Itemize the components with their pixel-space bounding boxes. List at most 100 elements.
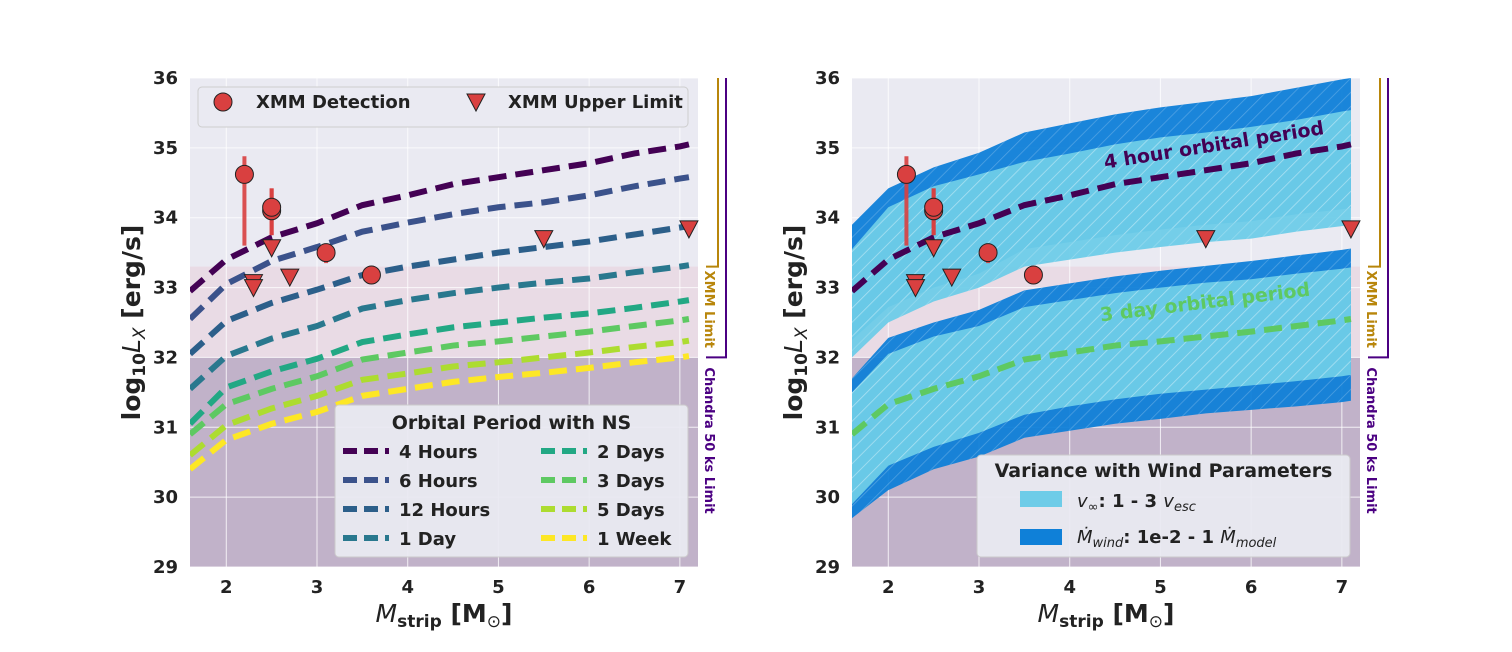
detection-marker bbox=[361, 265, 381, 285]
y-tick-label: 36 bbox=[815, 68, 840, 89]
y-tick-label: 30 bbox=[815, 487, 840, 508]
x-tick-label: 6 bbox=[583, 577, 596, 598]
limit-brackets: XMM Limit Chandra 50 ks Limit XMM Limit Cha… bbox=[701, 78, 1389, 514]
x-tick-label: 2 bbox=[882, 577, 895, 598]
y-tick-label: 32 bbox=[153, 347, 178, 368]
markers bbox=[896, 156, 1361, 298]
series-line bbox=[190, 141, 690, 294]
marker-legend: XMM Detection XMM Upper Limit bbox=[197, 86, 689, 128]
legend-mdot-swatch bbox=[1020, 529, 1062, 545]
detection-marker bbox=[234, 164, 254, 184]
chandra-limit-bracket bbox=[1368, 78, 1389, 359]
y-tick-label: 35 bbox=[153, 138, 178, 159]
y-tick-label: 34 bbox=[815, 208, 840, 229]
wind-legend: Variance with Wind Parameters v∞: 1 - 3 v… bbox=[976, 454, 1351, 558]
upper-limit-marker bbox=[941, 268, 962, 288]
legend-upper-limit-label: XMM Upper Limit bbox=[508, 92, 683, 113]
wind-legend-title: Variance with Wind Parameters bbox=[995, 460, 1333, 482]
upper-limit-marker bbox=[1341, 220, 1361, 239]
y-tick-label: 33 bbox=[815, 278, 840, 299]
series-line bbox=[190, 337, 690, 458]
upper-limit-marker bbox=[533, 230, 554, 249]
upper-limit-marker bbox=[261, 239, 282, 258]
legend-upper-limit-marker bbox=[466, 93, 486, 113]
x-tick-label: 6 bbox=[1245, 577, 1258, 598]
y-tick-label: 34 bbox=[153, 208, 178, 229]
chandra-limit-label: Chandra 50 ks Limit bbox=[1363, 367, 1378, 513]
xmm-limit-label: XMM Limit bbox=[701, 271, 716, 348]
x-axis-label: Mstrip [M⊙] bbox=[1038, 599, 1175, 632]
legend-detection-marker bbox=[213, 92, 233, 112]
x-tick-label: 7 bbox=[1336, 577, 1349, 598]
markers bbox=[234, 156, 699, 298]
period-legend-label: 1 Day bbox=[399, 529, 456, 550]
xmm-limit-label: XMM Limit bbox=[1363, 271, 1378, 348]
upper-limit-marker bbox=[905, 279, 926, 298]
period-legend-box bbox=[334, 404, 689, 558]
legend-mdot-label: Ṁwind: 1e-2 - 1 Ṁmodel bbox=[1077, 527, 1277, 551]
detection-marker bbox=[262, 197, 282, 217]
x-tick-label: 4 bbox=[401, 577, 414, 598]
period-legend-label: 3 Days bbox=[597, 471, 665, 492]
band-hatch bbox=[852, 267, 1351, 505]
x-tick-label: 3 bbox=[973, 577, 986, 598]
y-tick-label: 32 bbox=[815, 347, 840, 368]
series-line bbox=[190, 316, 690, 437]
y-tick-label: 35 bbox=[815, 138, 840, 159]
series-line bbox=[852, 141, 1352, 294]
period-legend-label: 1 Week bbox=[597, 529, 672, 550]
legend-detection-label: XMM Detection bbox=[256, 92, 411, 113]
y-tick-label: 29 bbox=[153, 557, 178, 578]
series-line bbox=[190, 174, 690, 322]
marker-legend-box bbox=[197, 86, 689, 128]
plot-content bbox=[190, 141, 690, 472]
detection-marker bbox=[924, 197, 944, 217]
series-line bbox=[190, 223, 690, 357]
period-legend-label: 5 Days bbox=[597, 500, 665, 521]
y-tick-label: 33 bbox=[153, 278, 178, 299]
y-tick-label: 31 bbox=[153, 417, 178, 438]
period-legend: Orbital Period with NS 4 Hours 6 Hours 12 H… bbox=[334, 404, 689, 558]
y-axis-label: log10LX [erg/s] bbox=[117, 225, 150, 421]
xmm-limit-bracket bbox=[706, 78, 719, 268]
plot-content bbox=[852, 78, 1352, 519]
period-legend-label: 6 Hours bbox=[399, 471, 478, 492]
upper-limit-marker bbox=[243, 279, 264, 298]
detection-marker bbox=[316, 243, 336, 263]
series-line bbox=[852, 316, 1352, 437]
period-legend-title: Orbital Period with NS bbox=[392, 412, 632, 434]
y-tick-label: 31 bbox=[815, 417, 840, 438]
upper-limit-marker bbox=[279, 268, 300, 288]
x-tick-label: 2 bbox=[220, 577, 233, 598]
detection-marker bbox=[1023, 265, 1043, 285]
chandra-limit-label: Chandra 50 ks Limit bbox=[701, 367, 716, 513]
x-tick-label: 5 bbox=[1154, 577, 1167, 598]
series-line bbox=[190, 353, 690, 472]
upper-limit-marker bbox=[923, 239, 944, 258]
period-legend-label: 2 Days bbox=[597, 442, 665, 463]
series-line bbox=[190, 297, 690, 426]
x-tick-label: 4 bbox=[1063, 577, 1076, 598]
x-tick-label: 7 bbox=[674, 577, 687, 598]
detection-marker bbox=[896, 164, 916, 184]
band-hatch bbox=[852, 110, 1351, 358]
series-line bbox=[190, 262, 690, 392]
x-tick-label: 3 bbox=[311, 577, 324, 598]
chandra-limit-bracket bbox=[706, 78, 727, 359]
detection-marker bbox=[978, 243, 998, 263]
wind-legend-box bbox=[976, 454, 1351, 558]
upper-limit-marker bbox=[679, 220, 699, 239]
legend-vinf-swatch bbox=[1020, 491, 1062, 507]
xmm-limit-bracket bbox=[1368, 78, 1381, 268]
y-tick-label: 36 bbox=[153, 68, 178, 89]
y-tick-label: 29 bbox=[815, 557, 840, 578]
period-legend-label: 12 Hours bbox=[399, 500, 490, 521]
x-tick-label: 5 bbox=[492, 577, 505, 598]
legend-vinf-label: v∞: 1 - 3 vesc bbox=[1077, 491, 1196, 515]
period-legend-label: 4 Hours bbox=[399, 442, 478, 463]
x-axis-label: Mstrip [M⊙] bbox=[376, 599, 513, 632]
y-tick-label: 30 bbox=[153, 487, 178, 508]
